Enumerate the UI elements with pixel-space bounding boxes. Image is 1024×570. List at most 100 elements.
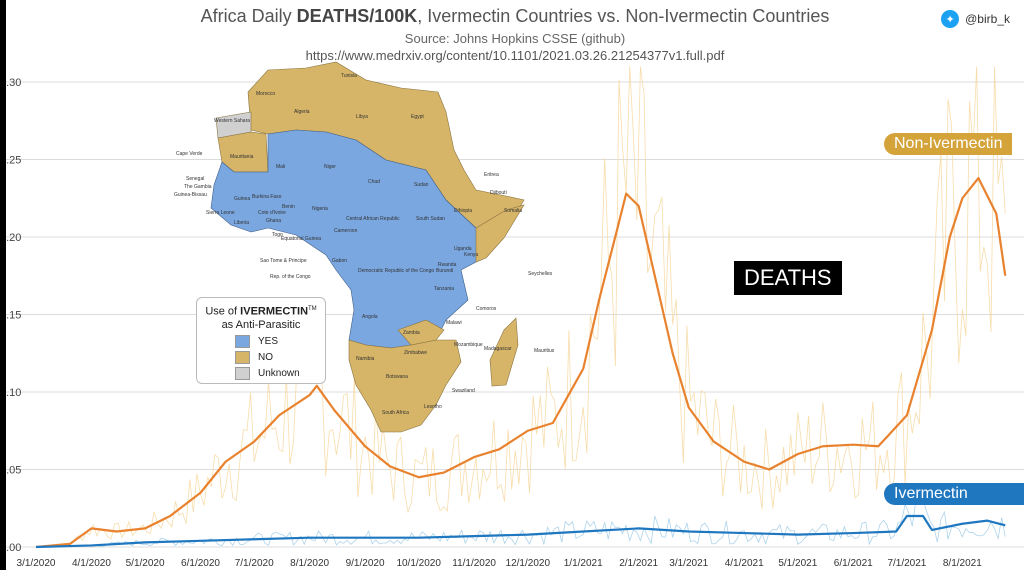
map-label: Central African Republic: [346, 216, 400, 222]
y-tick-label: 0.10: [6, 387, 21, 399]
map-label: Cote d'Ivoire: [258, 210, 286, 216]
map-legend: Use of IVERMECTINTM as Anti-Parasitic YE…: [196, 297, 326, 384]
map-label: Democratic Republic of the Congo: [358, 268, 434, 274]
map-label: Ghana: [266, 218, 281, 224]
legend-item-unknown: Unknown: [235, 366, 325, 380]
map-label: Ethiopia: [454, 208, 472, 214]
map-label: Sudan: [414, 182, 429, 188]
map-label: Chad: [368, 179, 380, 185]
map-label: Tanzania: [434, 286, 454, 292]
x-tick-label: 2/1/2021: [619, 558, 658, 569]
map-label: Madagascar: [484, 346, 512, 352]
twitter-bird-icon: ✦: [941, 10, 960, 28]
gridlines: [6, 81, 1024, 548]
raw-series-non-ivermectin: [35, 66, 1006, 548]
map-label: Mozambique: [454, 342, 483, 348]
map-southern-africa: [348, 339, 462, 433]
chart-title: Africa Daily DEATHS/100K, Ivermectin Cou…: [200, 6, 830, 26]
map-label: Comoros: [476, 306, 497, 312]
y-tick-label: 0.00: [6, 542, 21, 554]
raw-daily-series: [35, 66, 1006, 548]
smoothed-series: [35, 177, 1007, 549]
line-chart: 0.00 0.05 0.10 0.15 0.20 0.25 0.30 3/1/2020 4/1…: [6, 61, 1024, 569]
map-label: Lesotho: [424, 404, 442, 410]
map-label: Swaziland: [452, 388, 475, 394]
africa-map: Tunisia Morocco Algeria Libya Egypt Western S…: [174, 61, 555, 433]
map-label: Sao Tome & Principe: [260, 258, 307, 264]
deaths-label: DEATHS: [734, 261, 842, 295]
source-url: https://www.medrxiv.org/content/10.1101/…: [305, 48, 725, 63]
map-label: Mali: [276, 164, 285, 170]
map-label: Libya: [356, 114, 368, 120]
map-label: Seychelles: [528, 271, 553, 277]
x-tick-label: 4/1/2021: [725, 558, 764, 569]
map-label: Niger: [324, 164, 336, 170]
y-tick-label: 0.20: [6, 232, 21, 244]
legend-item-yes: YES: [235, 334, 325, 348]
map-label: Egypt: [411, 114, 424, 120]
map-label: South Africa: [382, 410, 409, 416]
map-label: Zimbabwe: [404, 350, 427, 356]
map-label: Nigeria: [312, 206, 328, 212]
map-label: Sierra Leone: [206, 210, 235, 216]
x-tick-label: 7/1/2021: [887, 558, 926, 569]
map-label: Equatorial Guinea: [281, 236, 321, 242]
x-tick-label: 1/1/2021: [564, 558, 603, 569]
map-label: Liberia: [234, 220, 249, 226]
x-tick-label: 12/1/2020: [506, 558, 551, 569]
chart-frame: 0.00 0.05 0.10 0.15 0.20 0.25 0.30 3/1/2020 4/1…: [6, 0, 1024, 570]
map-label: Tunisia: [341, 73, 357, 79]
legend-title: Use of IVERMECTINTM as Anti-Parasitic: [205, 305, 317, 331]
map-label: Algeria: [294, 109, 310, 115]
ivermectin-label: Ivermectin: [884, 483, 1024, 505]
map-label: The Gambia: [184, 184, 212, 190]
x-tick-label: 3/1/2020: [17, 558, 56, 569]
map-label: Western Sahara: [214, 118, 250, 124]
y-tick-label: 0.15: [6, 310, 21, 322]
x-tick-label: 5/1/2021: [778, 558, 817, 569]
x-tick-label: 5/1/2020: [126, 558, 165, 569]
x-tick-label: 3/1/2021: [669, 558, 708, 569]
y-tick-label: 0.30: [6, 77, 21, 89]
map-label: Botswana: [386, 374, 408, 380]
y-tick-label: 0.25: [6, 155, 21, 167]
map-label: Angola: [362, 314, 378, 320]
map-label: Zambia: [403, 330, 420, 336]
map-label: Somalia: [504, 208, 522, 214]
map-label: Togo: [272, 232, 283, 238]
x-tick-label: 6/1/2020: [181, 558, 220, 569]
map-label: Mauritius: [534, 348, 555, 354]
y-tick-label: 0.05: [6, 465, 21, 477]
map-label: Cape Verde: [176, 151, 203, 157]
non-ivermectin-label: Non-Ivermectin: [884, 133, 1013, 155]
map-label: Morocco: [256, 91, 275, 97]
x-tick-label: 7/1/2020: [235, 558, 274, 569]
map-label: South Sudan: [416, 216, 445, 222]
series-line-non-ivermectin: [35, 177, 1007, 549]
x-tick-label: 8/1/2021: [943, 558, 982, 569]
chart-subtitle: Source: Johns Hopkins CSSE (github): [404, 31, 626, 46]
x-tick-label: 6/1/2021: [834, 558, 873, 569]
map-country-labels: Tunisia Morocco Algeria Libya Egypt Western S…: [174, 73, 555, 416]
map-label: Namibia: [356, 356, 375, 362]
map-zambia: [397, 319, 445, 346]
map-label: Guinea: [234, 196, 250, 202]
y-axis: 0.00 0.05 0.10 0.15 0.20 0.25 0.30: [6, 77, 21, 554]
map-somalia: [475, 204, 525, 263]
map-madagascar: [489, 317, 519, 387]
map-label: Rwanda: [438, 262, 457, 268]
legend-item-no: NO: [235, 350, 325, 364]
map-label: Djibouti: [490, 190, 507, 196]
map-label: Gabon: [332, 258, 347, 264]
map-label: Burkina Faso: [252, 194, 282, 200]
map-label: Cameroon: [334, 228, 358, 234]
series-line-ivermectin: [35, 514, 1006, 549]
map-label: Uganda: [454, 246, 472, 252]
x-tick-label: 9/1/2020: [346, 558, 385, 569]
x-tick-label: 11/1/2020: [452, 558, 496, 569]
map-label: Benin: [282, 204, 295, 210]
map-label: Burundi: [436, 268, 453, 274]
map-label: Senegal: [186, 176, 204, 182]
x-tick-label: 4/1/2020: [72, 558, 111, 569]
map-label: Kenya: [464, 252, 478, 258]
